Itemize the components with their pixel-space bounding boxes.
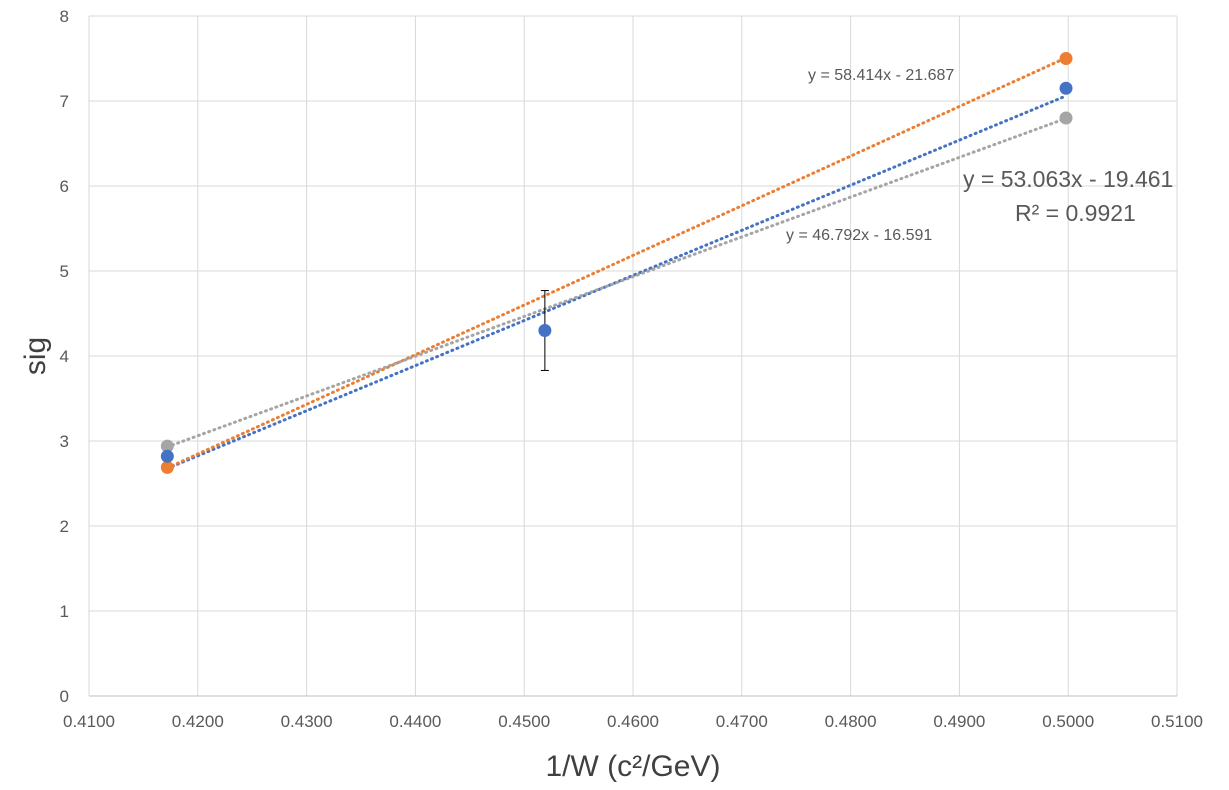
- trendline-equation-blue: y = 53.063x - 19.461: [963, 166, 1173, 192]
- point-layer: [160, 52, 1073, 474]
- y-tick-label: 3: [60, 432, 69, 451]
- trendline-2: [165, 116, 1068, 449]
- x-tick-label: 0.4300: [281, 712, 333, 731]
- x-tick-label: 0.5100: [1151, 712, 1203, 731]
- grid-layer: [88, 15, 1178, 696]
- y-tick-label: 6: [60, 177, 69, 196]
- y-tick-label: 0: [60, 687, 69, 706]
- label-layer: y = 58.414x - 21.687 y = 46.792x - 16.59…: [19, 67, 1173, 783]
- data-point-series-0: [160, 449, 174, 463]
- y-axis-title: sig: [19, 337, 52, 375]
- trendline-1: [165, 56, 1068, 470]
- axis-layer: 0 1 2 3 4 5 6 7 8 0.4100 0.4200 0.4300 0.4400 0.4500 0…: [60, 7, 1203, 731]
- data-point-series-1: [1059, 52, 1073, 65]
- x-tick-label: 0.4200: [172, 712, 224, 731]
- x-tick-label: 0.4400: [389, 712, 441, 731]
- y-tick-label: 8: [60, 7, 69, 26]
- data-point-series-2: [1059, 111, 1073, 125]
- y-tick-label: 4: [60, 347, 69, 366]
- trendline-r2-blue: R² = 0.9921: [1015, 200, 1136, 226]
- x-tick-label: 0.4700: [716, 712, 768, 731]
- x-tick-label: 0.4800: [825, 712, 877, 731]
- x-tick-label: 0.5000: [1042, 712, 1094, 731]
- data-point-series-1: [160, 460, 174, 474]
- x-tick-label: 0.4600: [607, 712, 659, 731]
- y-tick-label: 2: [60, 517, 69, 536]
- data-point-series-0: [1059, 81, 1073, 95]
- y-tick-label: 7: [60, 92, 69, 111]
- trendline-layer: [165, 56, 1068, 470]
- y-tick-label: 5: [60, 262, 69, 281]
- data-point-series-0: [538, 324, 552, 337]
- trendline-equation-gray: y = 46.792x - 16.591: [786, 227, 932, 244]
- trendline-equation-orange: y = 58.414x - 21.687: [808, 67, 954, 84]
- x-tick-label: 0.4900: [933, 712, 985, 731]
- x-tick-label: 0.4500: [498, 712, 550, 731]
- x-axis-title: 1/W (c²/GeV): [545, 750, 720, 783]
- data-point-series-2: [160, 439, 174, 453]
- y-tick-label: 1: [60, 602, 69, 621]
- x-tick-label: 0.4100: [63, 712, 115, 731]
